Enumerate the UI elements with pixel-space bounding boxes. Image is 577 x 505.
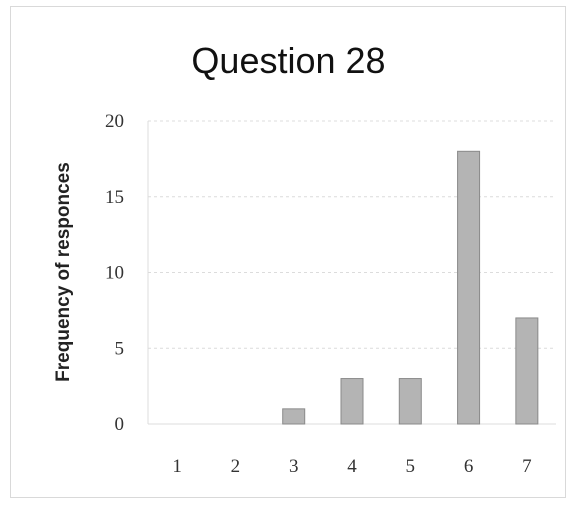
x-tick-label: 6 <box>464 456 474 477</box>
x-tick-label: 1 <box>172 456 182 477</box>
bar <box>340 378 364 425</box>
y-tick-label: 15 <box>105 187 124 208</box>
y-tick-label: 20 <box>105 111 124 132</box>
y-tick-label: 5 <box>115 338 125 359</box>
bar <box>515 317 539 425</box>
bar <box>282 408 306 425</box>
bar <box>398 378 422 425</box>
x-tick-label: 3 <box>289 456 299 477</box>
y-tick-label: 0 <box>115 414 125 435</box>
x-tick-label: 5 <box>406 456 416 477</box>
x-tick-label: 7 <box>522 456 532 477</box>
x-tick-label: 4 <box>347 456 357 477</box>
bar <box>457 150 481 425</box>
chart-title: Question 28 <box>191 40 386 81</box>
x-tick-label: 2 <box>231 456 241 477</box>
y-tick-label: 10 <box>105 263 124 284</box>
